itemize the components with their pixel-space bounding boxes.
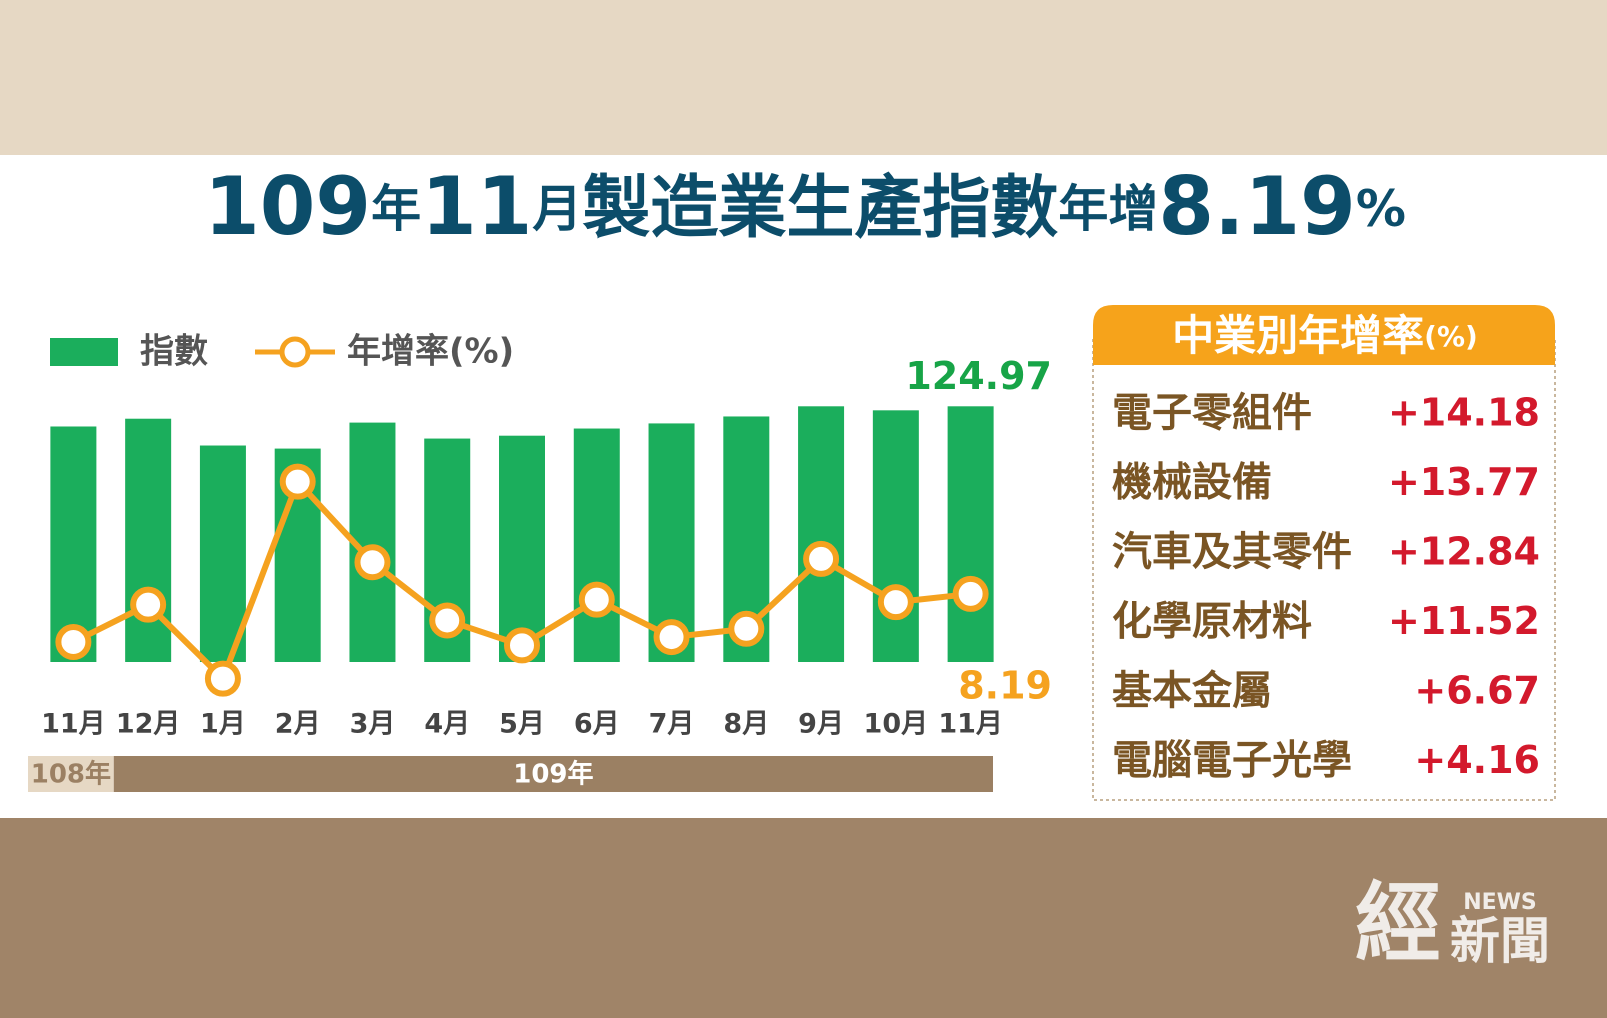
x-tick-label: 3月: [350, 709, 396, 740]
x-tick-label: 1月: [200, 709, 246, 740]
line-marker: [952, 575, 989, 612]
industry-table: 中業別年增率(%) 電子零組件 +14.18 機械設備 +13.77 汽車及其零件 +12…: [1092, 305, 1556, 801]
bar: [872, 410, 919, 662]
industry-name: 汽車及其零件: [1112, 529, 1352, 575]
table-box: [1092, 339, 1556, 801]
table-header: [1093, 305, 1555, 365]
title-part: 11: [421, 160, 532, 253]
watermark: 經 NEWS 新聞: [1355, 873, 1550, 974]
title-part: 年: [371, 180, 421, 238]
title-part: 年增: [1058, 180, 1158, 238]
title-part: 月: [532, 180, 582, 238]
industry-value: +12.84: [1388, 530, 1540, 574]
watermark-tag: NEWS: [1463, 890, 1537, 915]
industry-name: 化學原材料: [1112, 599, 1312, 645]
watermark-main: 經: [1355, 873, 1441, 974]
line-marker: [504, 627, 540, 664]
industry-value: +11.52: [1388, 599, 1540, 643]
bar: [573, 428, 620, 662]
title-part: 製造業生產指數: [582, 169, 1058, 248]
value-label: 124.97: [905, 354, 1052, 398]
table-title: 中業別年增率(%): [1172, 311, 1478, 360]
title-part: %: [1356, 180, 1406, 238]
x-tick-label: 11月: [41, 709, 106, 740]
x-tick-label: 10月: [864, 709, 929, 740]
title-part: 8.19: [1158, 160, 1355, 253]
x-tick-label: 7月: [649, 709, 695, 740]
x-tick-label: 12月: [116, 709, 181, 740]
line-marker: [803, 540, 840, 577]
industry-name: 電子零組件: [1112, 390, 1312, 436]
line-marker: [877, 584, 914, 621]
bottom-band: [0, 818, 1607, 1018]
bar: [199, 445, 246, 662]
title-part: 109: [204, 160, 371, 253]
industry-name: 基本金屬: [1112, 668, 1272, 714]
bar: [798, 406, 845, 662]
legend-label: 年增率(%): [347, 332, 514, 372]
x-tick-label: 8月: [723, 709, 769, 740]
bar: [125, 418, 172, 662]
x-tick-label: 11月: [938, 709, 1003, 740]
bar: [947, 406, 994, 662]
line-marker: [653, 619, 690, 656]
year-band: [113, 756, 994, 792]
line-marker: [204, 660, 241, 697]
bar: [499, 435, 545, 662]
title: 109年11月製造業生產指數年增8.19%: [204, 160, 1406, 253]
industry-value: +13.77: [1388, 460, 1540, 504]
x-tick-label: 6月: [574, 709, 620, 740]
x-tick-label: 2月: [275, 709, 321, 740]
legend-swatch: [50, 338, 118, 366]
legend-marker: [279, 336, 311, 368]
top-band: [0, 0, 1607, 160]
industry-value: +6.67: [1414, 669, 1540, 713]
x-tick-label: 9月: [798, 709, 844, 740]
table-title-text: 中業別年增率: [1172, 311, 1424, 360]
industry-value: +4.16: [1414, 738, 1540, 782]
industry-value: +14.18: [1388, 391, 1540, 435]
year-label: 108年: [31, 759, 111, 790]
table-unit: (%): [1424, 320, 1478, 353]
value-label: 8.19: [958, 664, 1052, 708]
industry-name: 機械設備: [1112, 460, 1272, 506]
line-marker: [354, 544, 391, 581]
x-tick-label: 5月: [499, 709, 545, 740]
watermark-sub: 新聞: [1450, 911, 1550, 970]
legend-label: 指數: [140, 332, 208, 372]
bar: [50, 426, 97, 662]
line-marker: [279, 463, 316, 500]
line-marker: [429, 602, 466, 639]
line-marker: [578, 581, 615, 618]
x-tick-label: 4月: [424, 709, 470, 740]
year-band: [28, 756, 114, 792]
line-marker: [728, 610, 765, 647]
line-marker: [55, 624, 92, 661]
line-marker: [130, 586, 167, 623]
industry-name: 電腦電子光學: [1112, 738, 1352, 784]
year-label: 109年: [513, 759, 593, 790]
